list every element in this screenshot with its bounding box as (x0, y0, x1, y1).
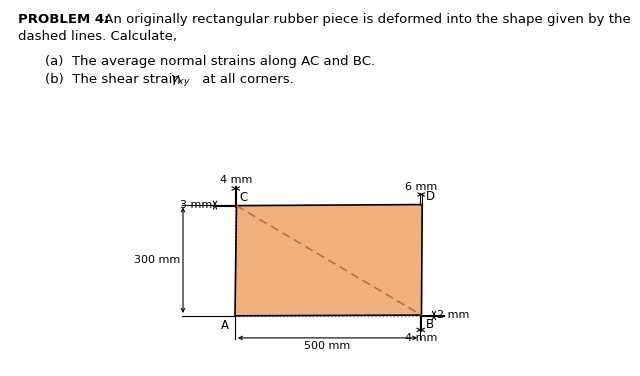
Text: 300 mm: 300 mm (134, 255, 180, 265)
Text: 3 mm: 3 mm (180, 200, 212, 210)
Text: An originally rectangular rubber piece is deformed into the shape given by the: An originally rectangular rubber piece i… (100, 13, 631, 26)
Text: (a)  The average normal strains along AC and BC.: (a) The average normal strains along AC … (45, 55, 375, 68)
Text: 500 mm: 500 mm (305, 341, 351, 351)
Text: 6 mm: 6 mm (405, 182, 437, 191)
Text: 4 mm: 4 mm (220, 176, 252, 185)
Text: A: A (221, 319, 229, 332)
Text: C: C (239, 191, 248, 204)
Text: D: D (426, 190, 435, 203)
Text: at all corners.: at all corners. (198, 73, 294, 86)
Text: $\gamma_{xy}$: $\gamma_{xy}$ (170, 73, 191, 88)
Text: dashed lines. Calculate,: dashed lines. Calculate, (18, 30, 177, 43)
Text: PROBLEM 4:: PROBLEM 4: (18, 13, 109, 26)
Text: B: B (426, 318, 434, 331)
Text: 4 mm: 4 mm (404, 333, 437, 343)
Text: (b)  The shear strain: (b) The shear strain (45, 73, 185, 86)
Text: 2 mm: 2 mm (437, 311, 469, 320)
Polygon shape (235, 205, 422, 316)
